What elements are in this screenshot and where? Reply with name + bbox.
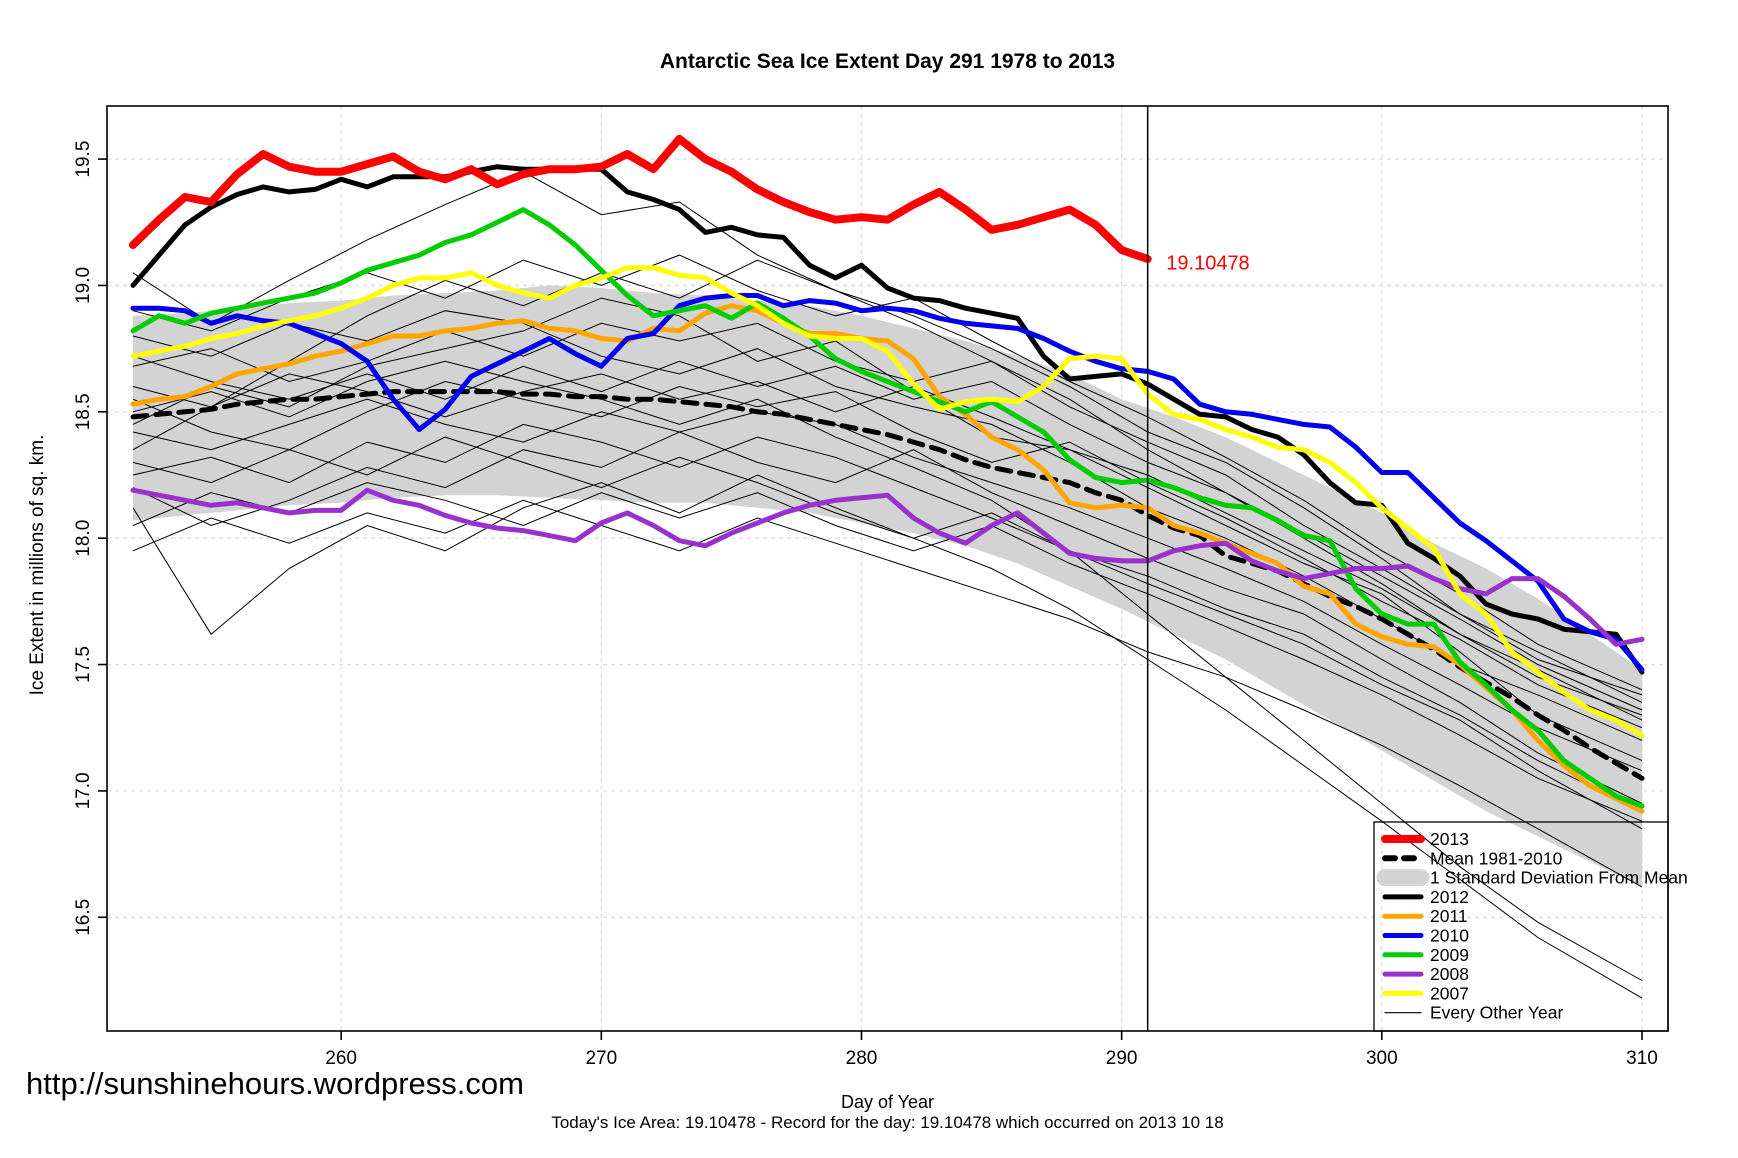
legend-label: 2008 <box>1430 964 1469 984</box>
thin-year-line <box>132 474 1643 830</box>
footer-caption: Today's Ice Area: 19.10478 - Record for … <box>551 1113 1224 1132</box>
y-tick-label: 19.5 <box>73 141 94 178</box>
series-mean-1981-2010 <box>130 389 1645 781</box>
thin-year-line <box>132 482 1643 822</box>
thin-year-line <box>132 322 1643 703</box>
y-tick-label: 18.0 <box>73 520 94 557</box>
legend-label: 2013 <box>1430 829 1469 849</box>
legend-label: 2011 <box>1430 906 1468 926</box>
every-other-year-lines <box>132 171 1643 999</box>
thin-year-line <box>132 373 1643 716</box>
legend-label: 2012 <box>1430 887 1469 907</box>
thin-year-line <box>132 423 1643 812</box>
record-value-annotation: 19.10478 <box>1166 253 1249 275</box>
std-dev-band <box>133 285 1642 887</box>
x-axis-label: Day of Year <box>840 1092 935 1112</box>
series-2012 <box>130 164 1645 675</box>
legend-label: Mean 1981-2010 <box>1430 848 1563 868</box>
legend-label: 2009 <box>1430 945 1469 965</box>
chart-title: Antarctic Sea Ice Extent Day 291 1978 to… <box>659 50 1116 73</box>
legend-label: 2010 <box>1430 926 1469 946</box>
x-tick-label: 280 <box>846 1048 878 1069</box>
thin-year-line <box>132 398 1643 772</box>
x-tick-label: 270 <box>585 1048 617 1069</box>
series-2007 <box>130 265 1645 738</box>
thin-year-line <box>132 431 1643 804</box>
series-2013 <box>129 134 1152 263</box>
series-2009 <box>130 207 1645 809</box>
y-tick-label: 17.5 <box>73 646 94 683</box>
thin-year-line <box>132 297 1643 762</box>
x-tick-label: 260 <box>325 1048 357 1069</box>
thin-year-line <box>132 436 1643 999</box>
series-2011 <box>130 303 1645 814</box>
legend-label: 1 Standard Deviation From Mean <box>1430 868 1688 888</box>
series-2010 <box>130 293 1645 673</box>
legend-label: Every Other Year <box>1430 1003 1563 1023</box>
y-tick-label: 17.0 <box>73 772 94 809</box>
y-tick-label: 18.5 <box>73 393 94 430</box>
thin-year-line <box>132 171 1643 696</box>
plot-border <box>106 105 1669 1032</box>
y-tick-label: 16.5 <box>73 899 94 936</box>
legend-box <box>1373 821 1669 1032</box>
thin-year-line <box>132 380 1643 729</box>
x-tick-label: 310 <box>1626 1048 1658 1069</box>
source-url: http://sunshinehours.wordpress.com <box>26 1066 524 1101</box>
thin-year-line <box>132 499 1643 888</box>
x-tick-label: 300 <box>1366 1048 1398 1069</box>
legend-label: 2007 <box>1430 983 1469 1003</box>
y-tick-label: 19.0 <box>73 267 94 304</box>
series-2008 <box>130 487 1645 647</box>
x-tick-label: 290 <box>1106 1048 1138 1069</box>
